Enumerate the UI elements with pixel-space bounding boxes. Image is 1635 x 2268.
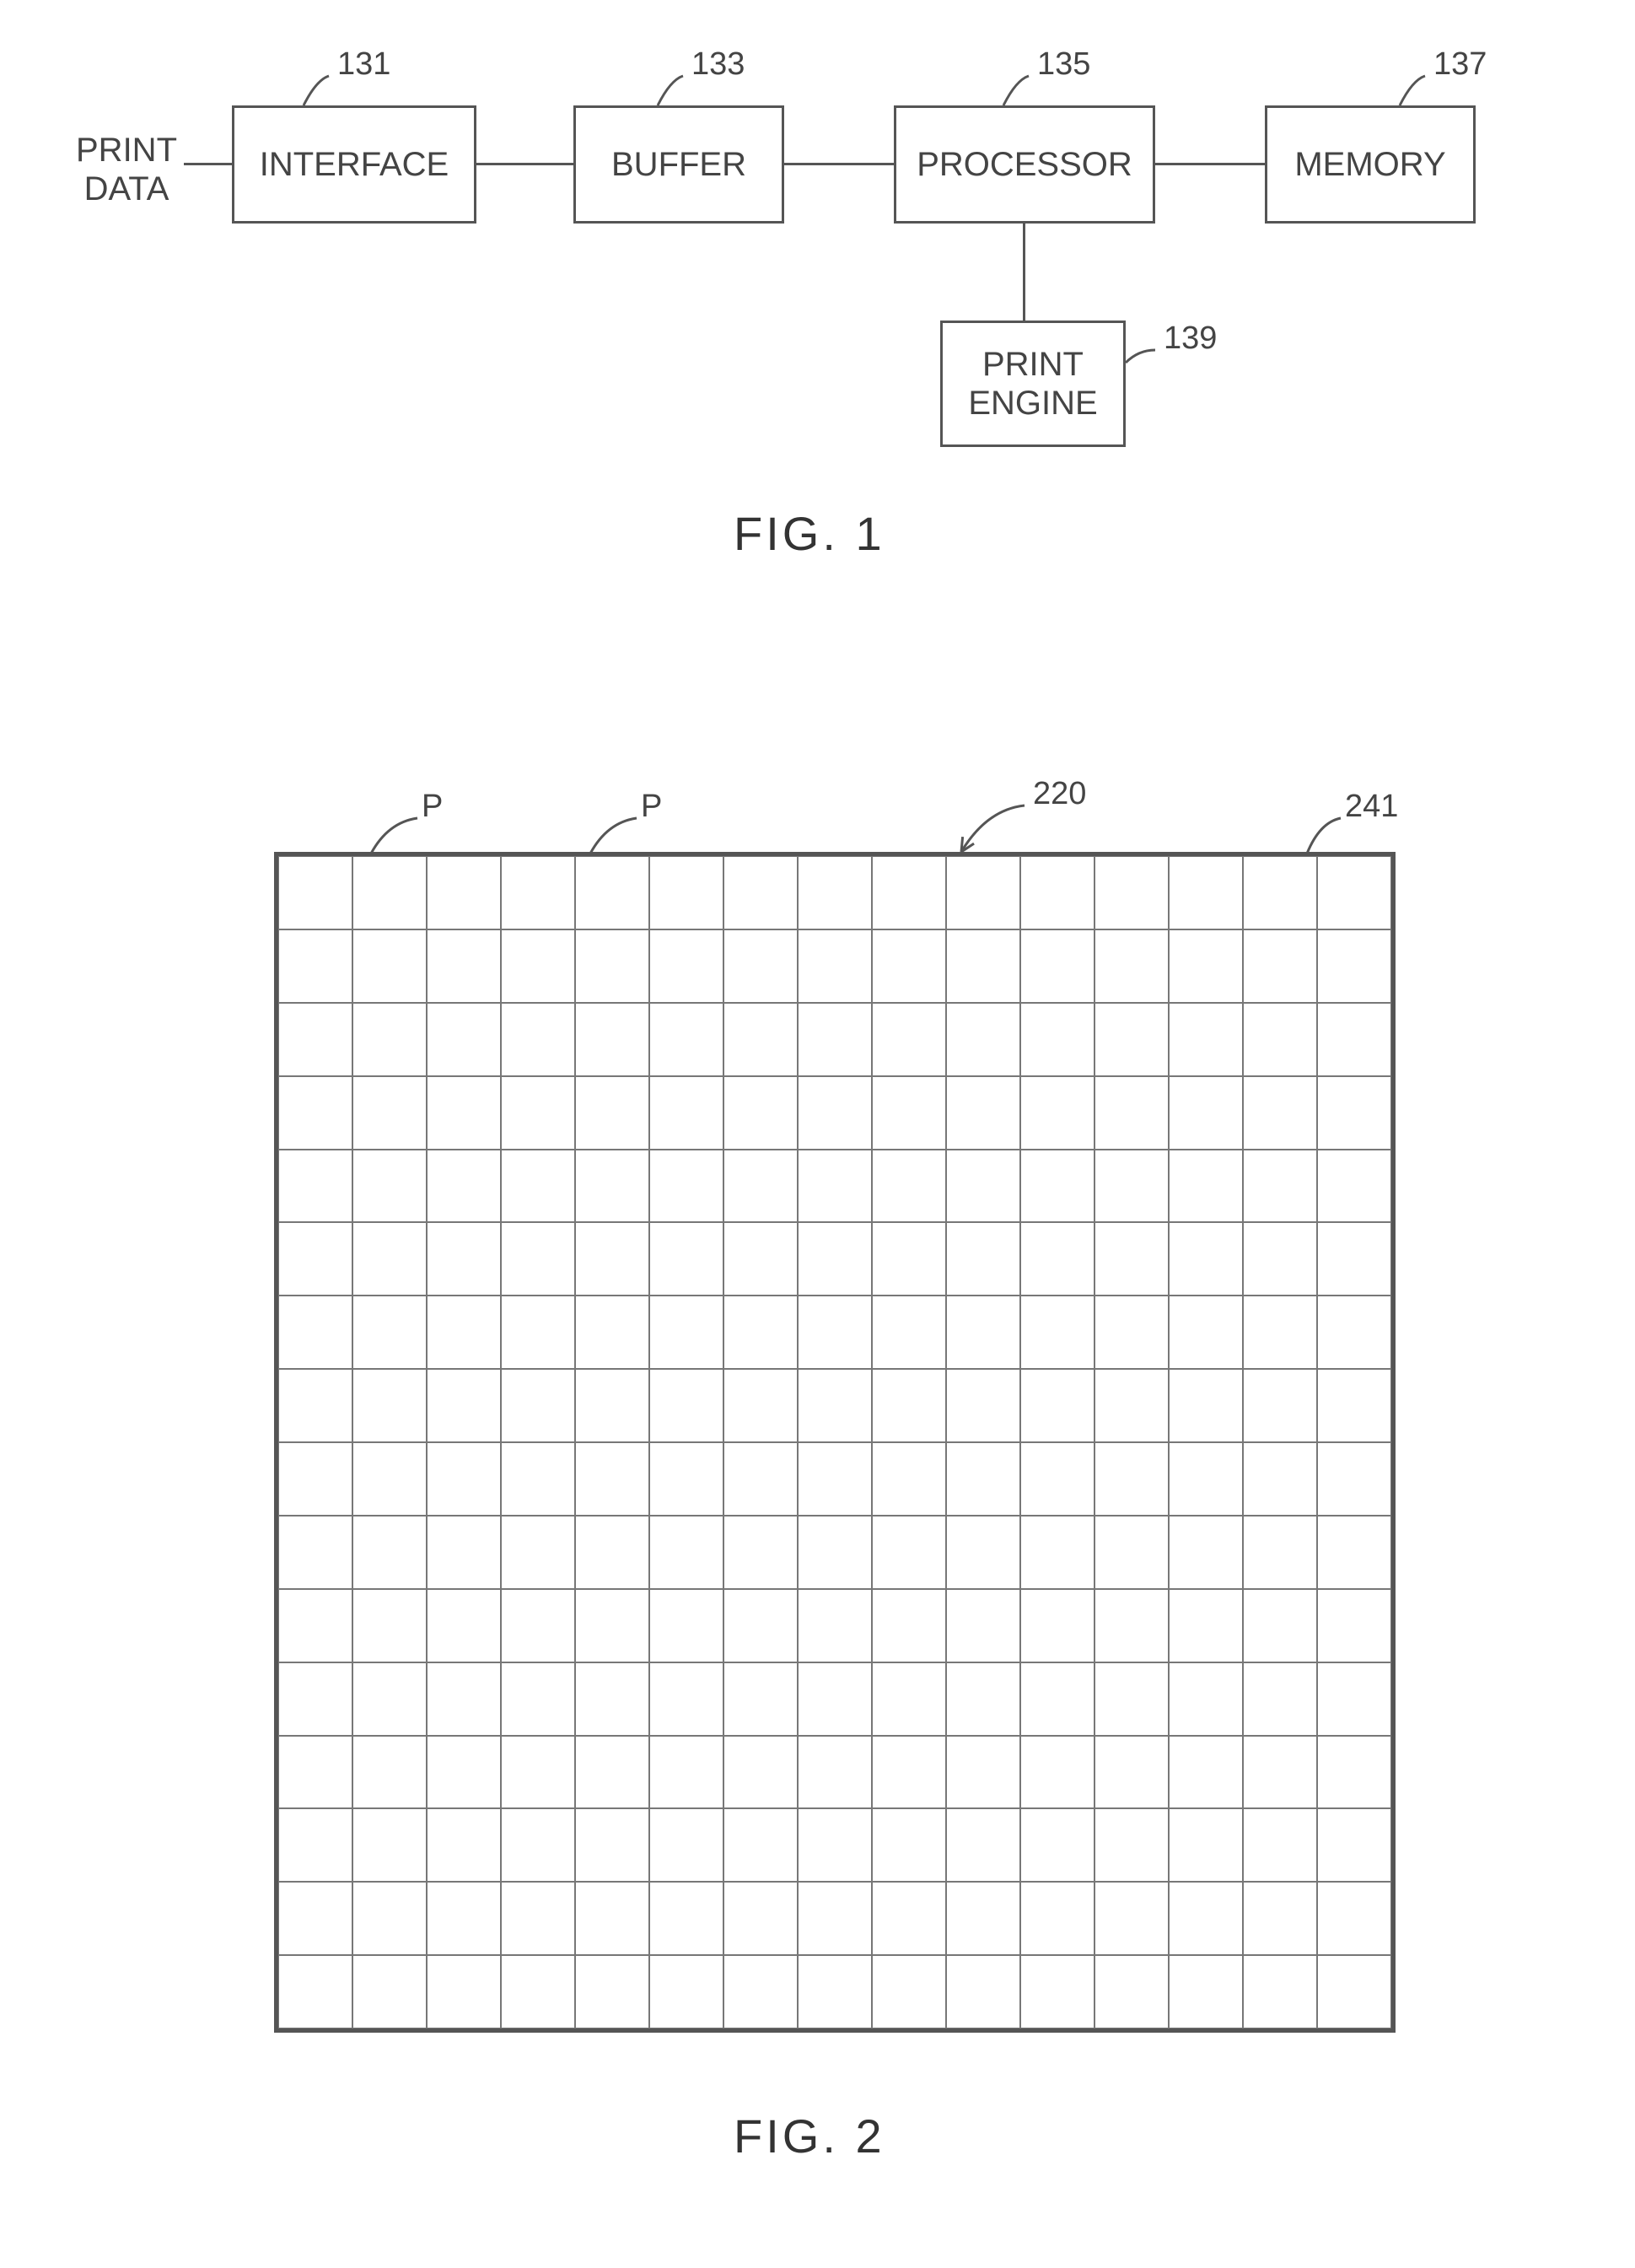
fig2-label: FIG. 2 (734, 2109, 885, 2163)
fig2-leads (0, 0, 1635, 2268)
page: PRINTDATA INTERFACE BUFFER PROCESSOR MEM… (0, 0, 1635, 2268)
